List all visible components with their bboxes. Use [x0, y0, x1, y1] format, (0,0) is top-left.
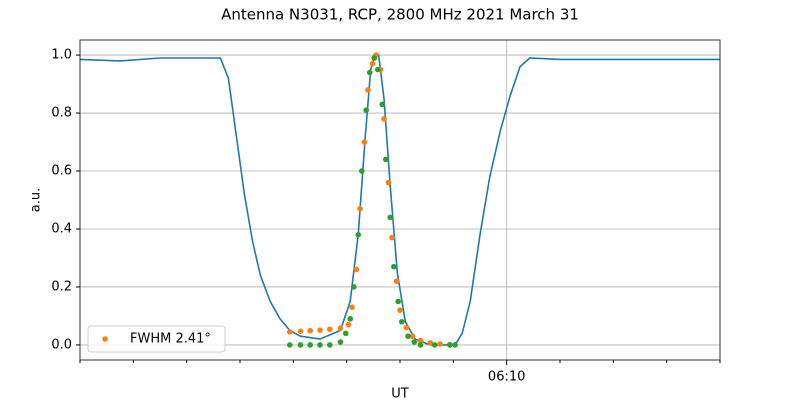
- scatter-point: [403, 324, 410, 331]
- scatter-point: [307, 342, 314, 348]
- scatter-point: [381, 116, 387, 122]
- y-tick-label: 1.0: [51, 48, 72, 63]
- scatter-point: [366, 69, 373, 76]
- scatter-point: [326, 342, 333, 348]
- y-tick-label: 0.4: [51, 221, 72, 236]
- scatter-point: [349, 304, 355, 311]
- scatter-point: [397, 307, 403, 313]
- scatter-point: [382, 156, 389, 163]
- scatter-point: [395, 298, 402, 305]
- scatter-point: [379, 101, 386, 108]
- y-tick-label: 0.6: [51, 164, 72, 179]
- scatter-point: [337, 339, 344, 345]
- scatter-point: [361, 139, 368, 145]
- scatter-point: [345, 321, 352, 328]
- chart-title: Antenna N3031, RCP, 2800 MHz 2021 March …: [221, 6, 579, 24]
- scatter-point: [389, 234, 395, 241]
- scatter-point: [326, 326, 333, 333]
- scatter-point: [353, 266, 360, 273]
- scatter-point: [411, 339, 418, 345]
- y-tick-label: 0.2: [51, 279, 72, 294]
- scatter-point: [374, 66, 381, 73]
- scatter-point: [431, 342, 438, 348]
- scatter-point: [350, 284, 357, 290]
- scatter-point: [387, 214, 394, 221]
- scatter-point: [417, 342, 424, 348]
- scatter-point: [337, 325, 344, 331]
- scatter-point: [355, 231, 362, 238]
- y-axis-label: a.u.: [29, 188, 44, 212]
- scatter-point: [286, 342, 293, 348]
- scatter-point: [398, 318, 405, 325]
- scatter-point: [342, 330, 349, 337]
- scatter-point: [405, 333, 411, 340]
- scatter-point: [365, 87, 371, 93]
- scatter-point: [371, 55, 378, 61]
- scatter-point: [357, 205, 363, 212]
- scatter-point: [452, 342, 458, 348]
- scatter-point: [417, 337, 424, 344]
- x-axis-label: UT: [391, 387, 409, 400]
- scatter-point: [347, 316, 354, 322]
- scatter-point: [297, 328, 304, 335]
- scatter-point: [317, 327, 323, 333]
- x-tick-label: 06:10: [488, 370, 525, 385]
- scatter-point: [286, 329, 293, 335]
- scatter-point: [437, 341, 443, 347]
- scatter-point: [317, 342, 323, 348]
- scatter-point: [446, 342, 453, 348]
- plot-frame: [79, 39, 721, 361]
- scatter-point: [393, 278, 400, 284]
- y-tick-label: 0.0: [51, 337, 72, 352]
- scatter-point: [297, 342, 304, 348]
- scatter-point: [427, 340, 434, 346]
- legend-label: FWHM 2.41°: [130, 332, 211, 347]
- scatter-point: [358, 168, 365, 174]
- scatter-point: [409, 333, 416, 340]
- scatter-point: [369, 60, 376, 67]
- scatter-point: [390, 263, 397, 270]
- legend-marker: [102, 336, 108, 342]
- scatter-point: [307, 327, 314, 334]
- scatter-point: [363, 107, 370, 113]
- scatter-point: [385, 179, 392, 186]
- legend-box: [87, 325, 226, 353]
- y-tick-label: 0.8: [51, 106, 72, 121]
